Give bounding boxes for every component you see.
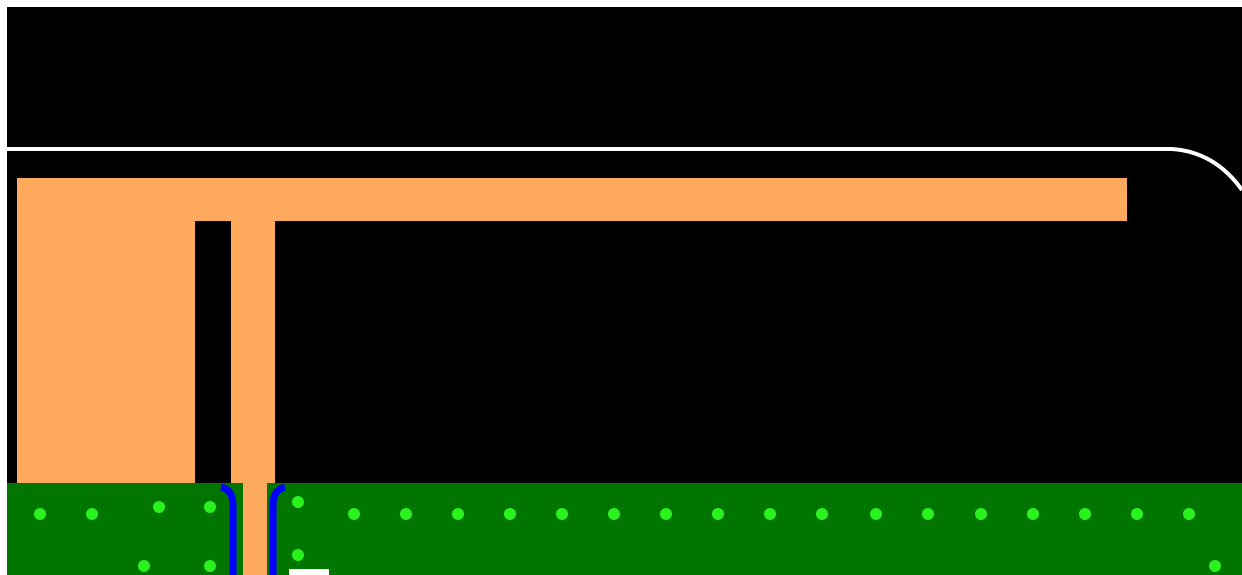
via bbox=[86, 508, 98, 520]
antenna-shorting-block bbox=[17, 178, 195, 483]
via bbox=[1079, 508, 1091, 520]
via bbox=[1027, 508, 1039, 520]
via bbox=[204, 560, 216, 572]
via bbox=[138, 560, 150, 572]
via bbox=[292, 549, 304, 561]
via bbox=[348, 508, 360, 520]
via bbox=[922, 508, 934, 520]
via bbox=[153, 501, 165, 513]
via bbox=[764, 508, 776, 520]
antenna-copper bbox=[17, 178, 1127, 575]
via bbox=[975, 508, 987, 520]
via bbox=[34, 508, 46, 520]
via bbox=[400, 508, 412, 520]
via bbox=[1209, 560, 1221, 572]
via-row bbox=[34, 496, 1221, 572]
via bbox=[504, 508, 516, 520]
via bbox=[1183, 508, 1195, 520]
via bbox=[452, 508, 464, 520]
feed-clearance-right bbox=[269, 483, 287, 575]
board-outline bbox=[7, 147, 1242, 192]
antenna-top-arm bbox=[17, 178, 1127, 221]
via bbox=[556, 508, 568, 520]
feed-line bbox=[243, 483, 267, 575]
silkscreen-mark bbox=[289, 569, 329, 575]
substrate-area bbox=[7, 7, 1242, 575]
via bbox=[292, 496, 304, 508]
via bbox=[712, 508, 724, 520]
ground-plane bbox=[7, 483, 1242, 575]
feed-clearance-left bbox=[219, 483, 237, 575]
via bbox=[660, 508, 672, 520]
via bbox=[204, 501, 216, 513]
via bbox=[870, 508, 882, 520]
via bbox=[1131, 508, 1143, 520]
antenna-feed-stub bbox=[231, 178, 275, 483]
via bbox=[816, 508, 828, 520]
via bbox=[608, 508, 620, 520]
